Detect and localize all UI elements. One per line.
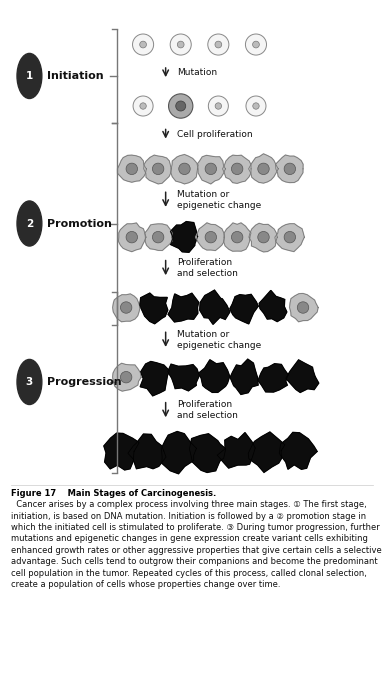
Ellipse shape (176, 101, 186, 111)
Polygon shape (119, 223, 146, 252)
Circle shape (17, 360, 42, 404)
Polygon shape (171, 155, 198, 184)
Ellipse shape (205, 231, 217, 243)
Polygon shape (230, 294, 258, 324)
Ellipse shape (297, 302, 309, 313)
Polygon shape (128, 434, 166, 468)
Ellipse shape (245, 34, 266, 55)
Polygon shape (223, 223, 251, 251)
Polygon shape (197, 155, 225, 184)
Ellipse shape (215, 103, 222, 109)
Polygon shape (168, 293, 199, 322)
Ellipse shape (284, 163, 296, 174)
Polygon shape (168, 365, 199, 391)
Ellipse shape (121, 302, 132, 313)
Text: 3: 3 (26, 377, 33, 387)
Ellipse shape (126, 231, 137, 243)
Ellipse shape (126, 163, 137, 174)
Text: Mutation or
epigenetic change: Mutation or epigenetic change (177, 330, 261, 350)
Polygon shape (196, 223, 224, 250)
Text: Figure 17    Main Stages of Carcinogenesis.: Figure 17 Main Stages of Carcinogenesis. (12, 489, 217, 498)
Circle shape (17, 201, 42, 246)
Polygon shape (144, 155, 171, 184)
Polygon shape (230, 359, 258, 395)
Ellipse shape (140, 103, 146, 109)
Polygon shape (248, 154, 278, 183)
Polygon shape (200, 290, 230, 324)
Polygon shape (279, 432, 317, 469)
Polygon shape (249, 223, 277, 252)
Ellipse shape (258, 231, 269, 243)
Ellipse shape (152, 163, 164, 174)
Text: Mutation or
epigenetic change: Mutation or epigenetic change (177, 190, 261, 210)
Ellipse shape (215, 41, 222, 48)
Ellipse shape (253, 103, 259, 109)
Ellipse shape (121, 372, 132, 383)
Ellipse shape (152, 231, 164, 243)
Ellipse shape (253, 41, 259, 48)
Text: Proliferation
and selection: Proliferation and selection (177, 258, 238, 278)
Ellipse shape (208, 34, 229, 55)
Text: Promotion: Promotion (48, 218, 113, 229)
Ellipse shape (170, 34, 191, 55)
Polygon shape (199, 360, 230, 392)
Ellipse shape (205, 163, 217, 174)
Text: Cancer arises by a complex process involving three main stages. ① The first stag: Cancer arises by a complex process invol… (12, 500, 382, 589)
Text: Initiation: Initiation (48, 71, 104, 81)
Polygon shape (258, 364, 288, 392)
Circle shape (17, 54, 42, 98)
Polygon shape (170, 222, 198, 252)
Polygon shape (145, 224, 172, 250)
Text: Progression: Progression (48, 377, 122, 387)
Polygon shape (140, 293, 168, 323)
Polygon shape (222, 155, 251, 183)
Ellipse shape (169, 94, 193, 118)
Text: Mutation: Mutation (177, 68, 217, 77)
Ellipse shape (246, 96, 266, 116)
Polygon shape (161, 431, 197, 474)
Polygon shape (259, 291, 287, 321)
Ellipse shape (179, 163, 190, 174)
Ellipse shape (258, 163, 269, 174)
Text: 1: 1 (26, 71, 33, 81)
Ellipse shape (132, 34, 154, 55)
Polygon shape (286, 360, 319, 392)
Ellipse shape (209, 96, 228, 116)
Ellipse shape (232, 231, 243, 243)
Polygon shape (113, 363, 141, 391)
Ellipse shape (284, 231, 296, 243)
Polygon shape (189, 434, 226, 473)
Polygon shape (290, 293, 318, 322)
Polygon shape (104, 433, 139, 470)
Polygon shape (248, 432, 285, 473)
Text: Cell proliferation: Cell proliferation (177, 130, 253, 139)
Polygon shape (217, 433, 255, 468)
Ellipse shape (177, 41, 184, 48)
Ellipse shape (140, 41, 146, 48)
Text: 2: 2 (26, 218, 33, 229)
Polygon shape (113, 294, 140, 322)
Ellipse shape (232, 163, 243, 174)
Polygon shape (118, 155, 146, 182)
Text: Proliferation
and selection: Proliferation and selection (177, 400, 238, 420)
Polygon shape (275, 224, 304, 252)
Polygon shape (140, 362, 170, 396)
Ellipse shape (133, 96, 153, 116)
Polygon shape (276, 155, 303, 183)
